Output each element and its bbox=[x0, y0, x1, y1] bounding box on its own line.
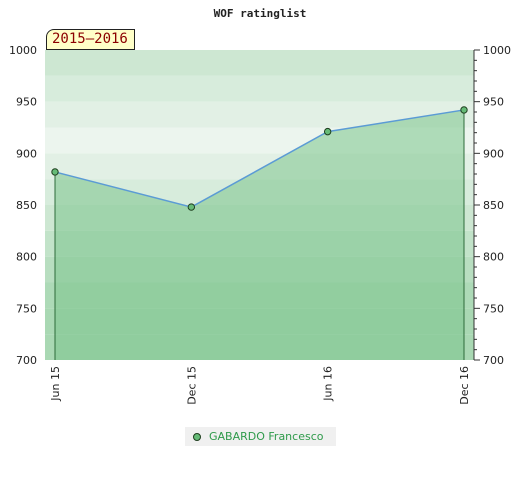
series-line bbox=[54, 109, 465, 208]
series-polyline bbox=[54, 109, 465, 208]
y-tick-label-right: 1000 bbox=[483, 44, 511, 57]
x-tick-label: Dec 16 bbox=[458, 366, 471, 405]
y-tick-label-left: 750 bbox=[16, 302, 37, 315]
x-axis: Jun 15 Dec 15 Jun 16 Dec 16 bbox=[49, 366, 471, 405]
y-tick-label-right: 900 bbox=[483, 147, 504, 160]
y-tick-label-right: 800 bbox=[483, 251, 504, 264]
area-fill bbox=[55, 109, 464, 360]
y-tick-label-right: 850 bbox=[483, 199, 504, 212]
area-path bbox=[55, 109, 464, 360]
legend-label: GABARDO Francesco bbox=[209, 430, 324, 443]
y-axis-left: 700 750 800 850 900 950 1000 bbox=[9, 44, 37, 367]
drop-lines bbox=[54, 109, 465, 360]
y-tick-label-right: 700 bbox=[483, 354, 504, 367]
y-tick-label-left: 850 bbox=[16, 199, 37, 212]
y-tick-label-right: 950 bbox=[483, 96, 504, 109]
data-points bbox=[51, 106, 468, 211]
x-tick-label: Dec 15 bbox=[185, 366, 198, 405]
y-tick-label-left: 1000 bbox=[9, 44, 37, 57]
y-tick-label-left: 700 bbox=[16, 354, 37, 367]
y-tick-label-right: 750 bbox=[483, 302, 504, 315]
season-label: 2015–2016 bbox=[46, 29, 135, 50]
band bbox=[45, 50, 474, 76]
chart-title: WOF ratinglist bbox=[214, 7, 307, 20]
y-tick-label-left: 900 bbox=[16, 147, 37, 160]
data-point bbox=[460, 106, 468, 114]
data-point bbox=[323, 127, 332, 136]
legend: GABARDO Francesco bbox=[185, 427, 336, 446]
x-tick-label: Jun 15 bbox=[49, 366, 62, 402]
data-point bbox=[51, 168, 59, 176]
y-axis-right: 700 750 800 850 900 950 1000 bbox=[473, 44, 511, 367]
band bbox=[45, 75, 474, 102]
x-tick-label: Jun 16 bbox=[322, 366, 335, 402]
y-tick-label-left: 950 bbox=[16, 96, 37, 109]
y-tick-label-left: 800 bbox=[16, 251, 37, 264]
data-point bbox=[187, 203, 196, 211]
legend-marker bbox=[193, 432, 201, 441]
